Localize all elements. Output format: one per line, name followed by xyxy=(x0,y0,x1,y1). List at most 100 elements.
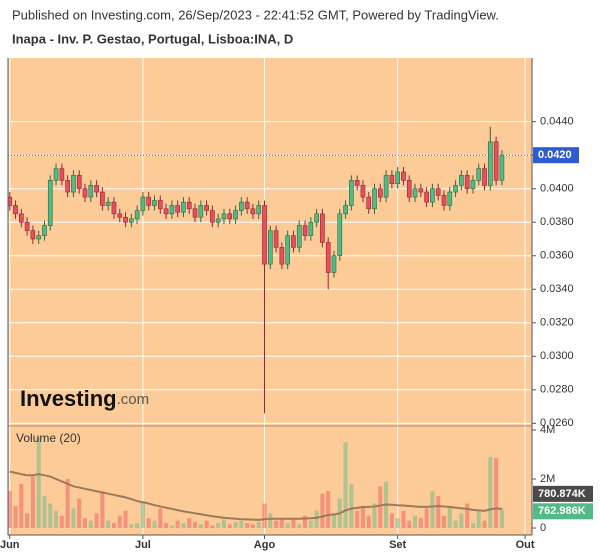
volume-bar xyxy=(77,498,82,529)
candle-body xyxy=(198,205,204,218)
volume-bar xyxy=(198,524,203,529)
last-price-label: 0.0420 xyxy=(538,149,572,161)
volume-ma-label: 780.874K xyxy=(538,488,586,500)
volume-bar xyxy=(65,478,70,529)
volume-last-label: 762.986K xyxy=(538,505,586,517)
x-tick-label: Set xyxy=(389,539,406,551)
candle-body xyxy=(302,225,308,236)
candle-body xyxy=(175,205,180,213)
candle-body xyxy=(169,205,175,215)
y-tick-label: 0.0300 xyxy=(540,350,574,362)
volume-bar xyxy=(470,523,475,529)
candle-body xyxy=(24,221,30,231)
candle-body xyxy=(42,225,47,236)
volume-bar xyxy=(135,523,140,529)
candle-body xyxy=(157,200,163,210)
volume-bar xyxy=(245,523,250,529)
candle-body xyxy=(233,210,238,220)
candle-body xyxy=(418,188,424,193)
candle-body xyxy=(100,191,105,206)
candle-body xyxy=(395,171,400,184)
volume-bar xyxy=(164,523,169,529)
x-tick-label: Out xyxy=(516,539,535,551)
volume-bar xyxy=(42,496,47,529)
candle-body xyxy=(349,180,354,206)
volume-bar xyxy=(494,458,499,529)
volume-bar xyxy=(453,520,458,529)
candle-body xyxy=(36,235,42,240)
last-price-box xyxy=(533,147,579,164)
volume-bar xyxy=(303,515,308,529)
volume-bar xyxy=(36,437,41,529)
volume-bar xyxy=(441,515,447,529)
volume-bar xyxy=(418,518,423,529)
volume-bar xyxy=(488,456,493,529)
volume-bar xyxy=(187,518,192,529)
candle-body xyxy=(447,191,453,206)
candle-body xyxy=(210,210,215,223)
volume-bar xyxy=(436,496,441,529)
candle-body xyxy=(146,196,152,206)
candle-body xyxy=(401,171,406,181)
volume-bar xyxy=(227,524,232,529)
candle-body xyxy=(140,196,146,211)
candle-body xyxy=(105,201,111,206)
candle-body xyxy=(8,196,13,206)
volume-bar xyxy=(314,510,319,529)
volume-bar xyxy=(268,513,273,529)
candle-body xyxy=(256,205,262,215)
volume-last-box xyxy=(533,503,593,520)
candle-body xyxy=(325,242,331,273)
volume-bar xyxy=(111,523,116,529)
candle-body xyxy=(204,205,209,211)
candle-body xyxy=(412,188,418,198)
volume-bar xyxy=(48,503,53,529)
volume-bar xyxy=(216,523,221,529)
volume-bar xyxy=(169,525,174,529)
volume-bar xyxy=(192,521,198,529)
y-tick-label: 0 xyxy=(540,522,546,534)
candle-body xyxy=(82,188,88,198)
volume-bar xyxy=(13,505,18,529)
volume-bar xyxy=(262,503,267,529)
volume-bar xyxy=(482,520,487,529)
volume-bar xyxy=(308,520,313,529)
volume-bar xyxy=(82,518,88,529)
volume-bar xyxy=(424,508,429,529)
candle-body xyxy=(59,168,65,181)
candle-body xyxy=(163,208,169,215)
volume-bar xyxy=(326,491,331,529)
candle-body xyxy=(88,185,94,198)
x-tick-label: Jun xyxy=(0,539,20,551)
candle-body xyxy=(13,205,18,215)
candle-body xyxy=(267,230,273,265)
candle-body xyxy=(65,180,70,193)
y-tick-label: 0.0360 xyxy=(540,250,574,262)
volume-bar xyxy=(378,486,383,529)
volume-bar xyxy=(146,518,151,529)
candle-body xyxy=(262,205,267,265)
volume-bar xyxy=(459,513,464,529)
candle-body xyxy=(117,213,123,218)
volume-bar xyxy=(297,524,302,529)
volume-bar xyxy=(320,493,325,529)
volume-bar xyxy=(395,518,400,529)
candle-body xyxy=(192,208,198,218)
volume-bar xyxy=(54,510,59,529)
candle-body xyxy=(94,185,99,193)
y-tick-label: 0.0440 xyxy=(540,116,574,128)
candle-body xyxy=(215,218,221,223)
candle-body xyxy=(372,188,377,210)
volume-bar xyxy=(94,513,99,529)
volume-bar xyxy=(256,521,261,529)
candle-body xyxy=(123,216,128,223)
volume-bar xyxy=(8,491,12,529)
volume-bar xyxy=(430,491,435,529)
candle-body xyxy=(18,213,24,223)
y-tick-label: 0.0380 xyxy=(540,216,574,228)
volume-bar xyxy=(117,515,122,529)
candle-body xyxy=(291,235,296,248)
x-tick-label: Ago xyxy=(254,539,276,551)
volume-bar xyxy=(285,523,290,529)
